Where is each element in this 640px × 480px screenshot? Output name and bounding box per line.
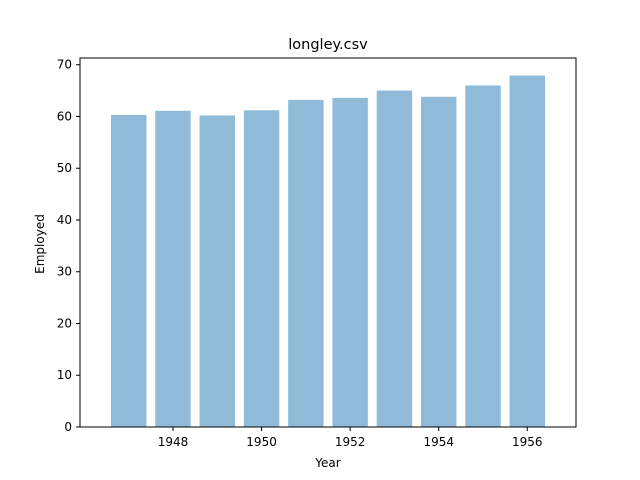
x-tick-label: 1954 <box>423 435 454 449</box>
x-axis-label: Year <box>314 456 340 470</box>
bars-group <box>111 75 545 428</box>
bar-1954 <box>421 96 457 427</box>
chart-title: longley.csv <box>288 37 368 53</box>
y-tick-label: 10 <box>57 368 72 382</box>
y-tick-label: 20 <box>57 316 72 330</box>
y-tick-label: 60 <box>57 109 72 123</box>
bar-1953 <box>376 90 413 427</box>
bar-1947 <box>111 114 147 428</box>
bar-1950 <box>243 110 280 427</box>
bar-1956 <box>509 75 545 427</box>
y-axis-label: Employed <box>33 214 47 274</box>
plot-frame <box>79 57 577 428</box>
x-tick-label: 1948 <box>158 435 189 449</box>
x-axis-ticks: 1948 1950 1952 1954 1956 <box>158 427 543 449</box>
y-tick-label: 50 <box>57 161 72 175</box>
y-tick-label: 70 <box>57 58 72 72</box>
y-tick-label: 40 <box>57 213 72 227</box>
x-tick-label: 1956 <box>512 435 543 449</box>
bar-1955 <box>465 85 501 427</box>
x-tick-label: 1952 <box>335 435 366 449</box>
y-tick-label: 0 <box>64 420 72 434</box>
y-tick-label: 30 <box>57 265 72 279</box>
x-tick-label: 1950 <box>246 435 277 449</box>
bar-1952 <box>332 97 368 428</box>
bar-1951 <box>288 99 324 428</box>
bar-1949 <box>199 115 235 428</box>
y-axis-ticks: 0 10 20 30 40 50 60 70 <box>57 58 80 434</box>
bar-1948 <box>155 110 191 428</box>
